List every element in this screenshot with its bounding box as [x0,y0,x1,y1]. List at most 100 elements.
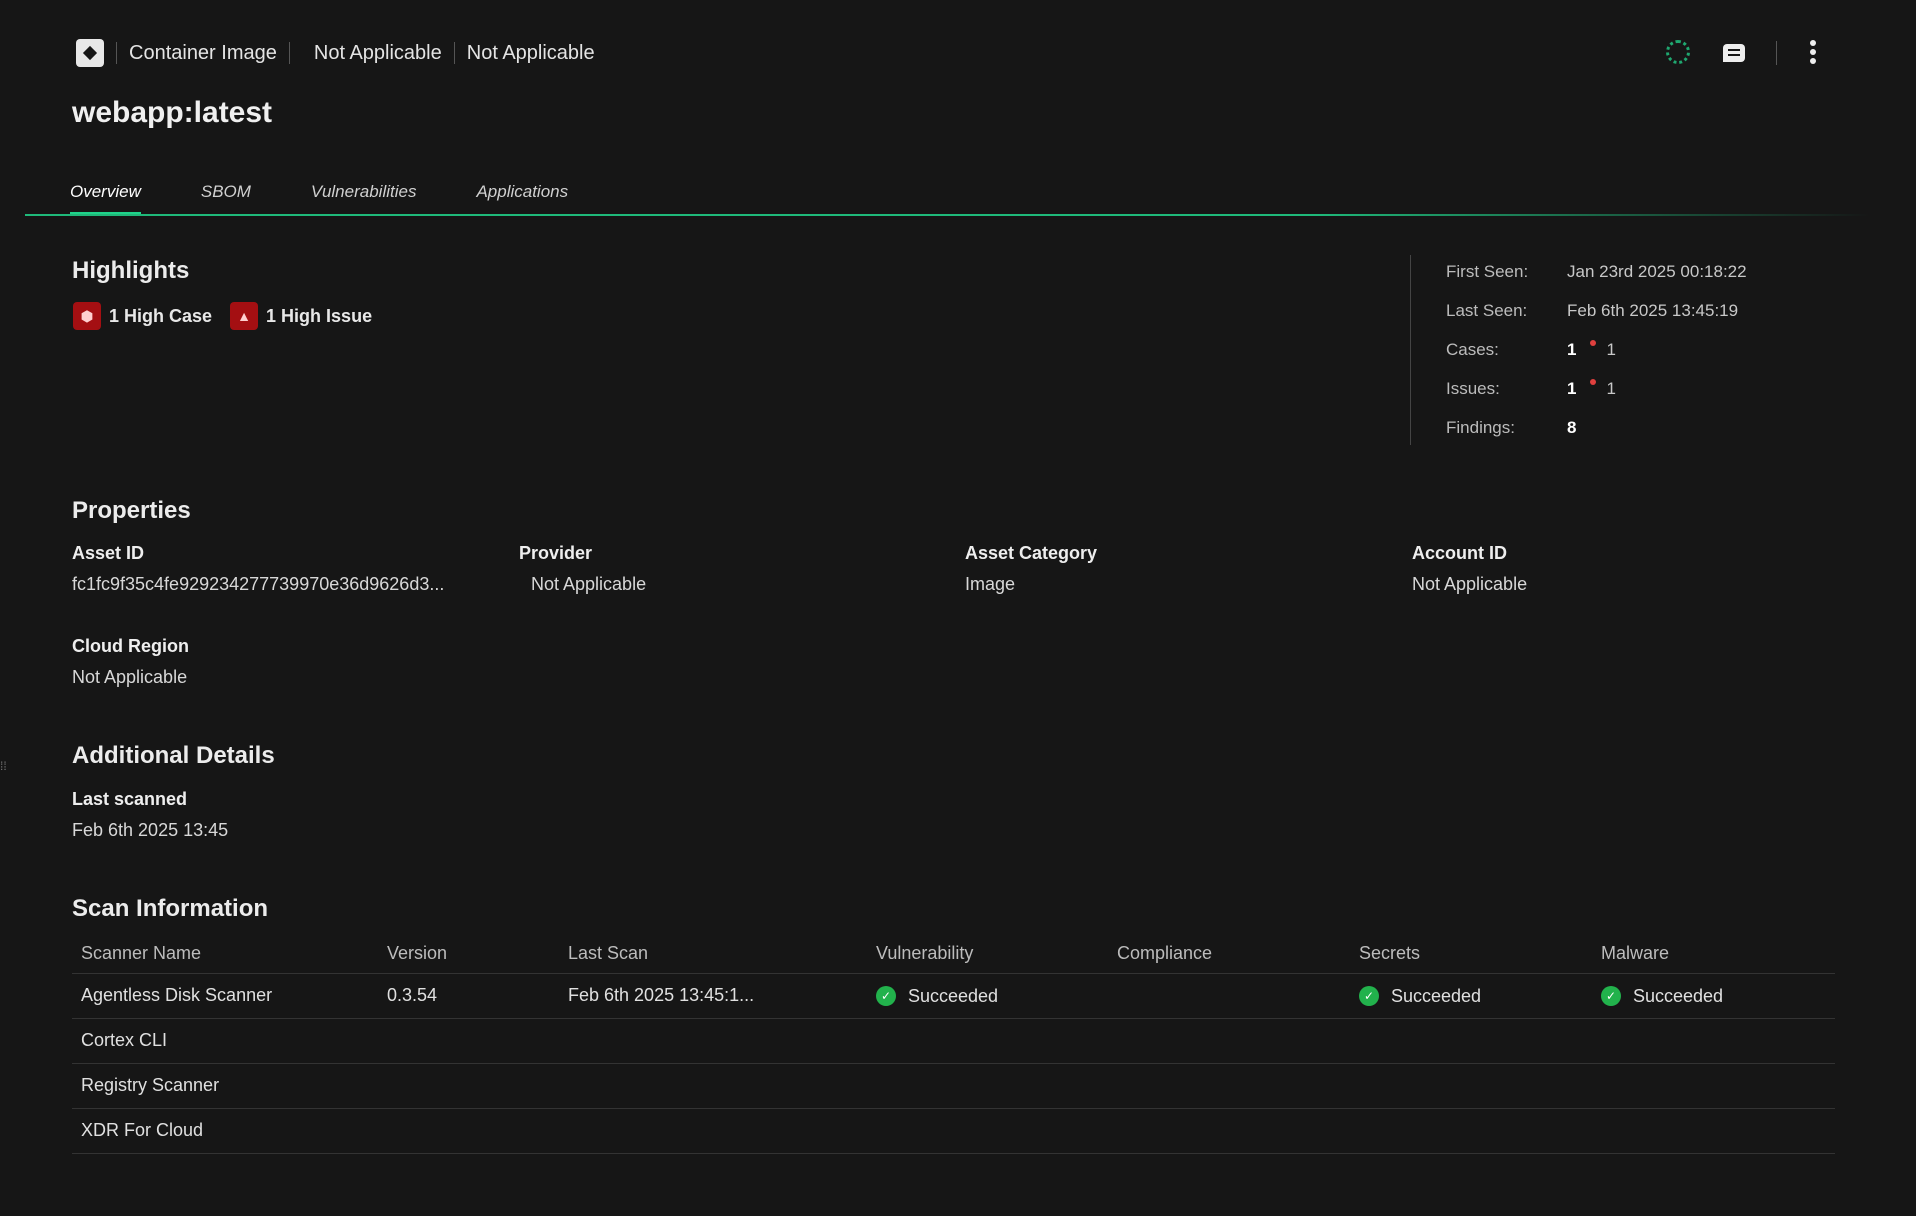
check-circle-icon: ✓ [1601,986,1621,1007]
tab-vulnerabilities[interactable]: Vulnerabilities [310,182,417,201]
table-cell [1592,1108,1835,1154]
value: Feb 6th 2025 13:45:19 [1567,301,1739,320]
page-title: webapp:latest [72,96,273,129]
chat-icon[interactable] [1723,44,1745,62]
breadcrumb: Container Image Not Applicable Not Appli… [76,38,595,68]
table-row[interactable]: XDR For Cloud [72,1108,1835,1154]
property-asset-category: Asset Category Image [965,543,1097,595]
table-cell: Cortex CLI [72,1018,378,1064]
first-seen-row: First Seen: Jan 23rd 2025 00:18:22 [1446,262,1747,282]
label: Account ID [1412,543,1508,563]
value: Not Applicable [1412,574,1528,594]
status-success: ✓ Succeeded [1359,986,1481,1007]
cases-high[interactable]: 1 [1606,340,1616,359]
divider [453,42,455,64]
properties-heading: Properties [72,497,191,524]
table-row[interactable]: Agentless Disk Scanner 0.3.54 Feb 6th 2025… [72,973,1835,1019]
status-success: ✓ Succeeded [876,986,998,1007]
property-provider: Provider Not Applicable [519,543,646,595]
status-success: ✓ Succeeded [1601,986,1723,1007]
label: Last scanned [72,789,188,809]
findings-count[interactable]: 8 [1567,418,1577,437]
table-cell: Agentless Disk Scanner [72,973,378,1019]
scan-information-heading: Scan Information [72,895,269,922]
table-cell [1350,1108,1592,1154]
table-cell: ✓ Succeeded [1350,973,1592,1019]
warning-icon: ▲ [230,302,259,330]
high-issue-badge[interactable]: ▲ 1 High Issue [230,302,372,330]
table-cell [559,1018,867,1064]
table-cell: XDR For Cloud [72,1108,378,1154]
table-cell [559,1063,867,1109]
last-seen-row: Last Seen: Feb 6th 2025 13:45:19 [1446,301,1738,321]
table-cell [1108,1018,1350,1064]
high-severity-dot [1590,379,1597,385]
status-spinner-icon[interactable] [1666,40,1690,64]
table-cell: ✓ Succeeded [1592,973,1835,1019]
divider [1776,41,1777,65]
tab-applications[interactable]: Applications [476,182,569,201]
column-header[interactable]: Vulnerability [867,935,1108,974]
table-cell [1108,1063,1350,1109]
column-header[interactable]: Last Scan [559,935,867,974]
label: Cases: [1446,340,1499,359]
table-cell [1108,973,1350,1019]
highlights-heading: Highlights [72,257,190,284]
findings-row: Findings: 8 [1446,418,1576,438]
value: fc1fc9f35c4fe929234277739970e36d9626d3..… [72,574,445,594]
label: First Seen: [1446,262,1529,281]
label: Last Seen: [1446,301,1528,320]
drag-handle-icon[interactable]: ⁞⁞ [0,759,7,773]
tab-overview[interactable]: Overview [70,182,141,216]
additional-details-heading: Additional Details [72,742,275,769]
column-header[interactable]: Version [378,935,559,974]
table-cell [1108,1108,1350,1154]
table-cell [1592,1063,1835,1109]
high-severity-dot [1590,340,1597,346]
divider [288,42,290,64]
scan-table: Scanner Name Version Last Scan Vulnerabilit… [72,935,1835,1154]
table-cell [378,1018,559,1064]
label: Cloud Region [72,636,189,656]
badge-label: 1 High Issue [266,305,373,326]
issues-high[interactable]: 1 [1606,379,1616,398]
column-header[interactable]: Malware [1592,935,1835,974]
status-label: Succeeded [908,985,999,1006]
more-options-icon[interactable] [1810,40,1816,64]
table-cell [1350,1063,1592,1109]
divider [1410,255,1411,445]
high-case-badge[interactable]: ⬢ 1 High Case [73,302,212,330]
tab-bar: Overview SBOM Vulnerabilities Applicatio… [70,182,569,216]
value: Not Applicable [531,574,647,594]
tab-sbom[interactable]: SBOM [200,182,251,201]
issues-row: Issues: 1 1 [1446,379,1616,399]
divider [116,42,117,64]
cases-row: Cases: 1 1 [1446,340,1616,360]
property-cloud-region: Cloud Region Not Applicable [72,636,189,688]
breadcrumb-item: Not Applicable [466,41,595,64]
shield-icon: ⬢ [73,302,101,330]
column-header[interactable]: Secrets [1350,935,1592,974]
table-cell [867,1108,1108,1154]
table-cell: Registry Scanner [72,1063,378,1109]
table-cell: Feb 6th 2025 13:45:1... [559,973,867,1019]
value: Not Applicable [72,667,188,687]
container-image-icon [76,39,104,67]
status-label: Succeeded [1633,985,1724,1006]
table-row[interactable]: Registry Scanner [72,1063,1835,1109]
label: Asset ID [72,543,145,563]
table-cell [559,1108,867,1154]
label: Findings: [1446,418,1515,437]
table-row[interactable]: Cortex CLI [72,1018,1835,1064]
cases-total[interactable]: 1 [1567,340,1577,359]
column-header[interactable]: Compliance [1108,935,1350,974]
status-label: Succeeded [1391,985,1482,1006]
badge-label: 1 High Case [109,305,213,326]
column-header[interactable]: Scanner Name [72,935,378,974]
tab-underline [25,214,1870,216]
issues-total[interactable]: 1 [1567,379,1577,398]
label: Provider [519,543,593,563]
last-scanned: Last scanned Feb 6th 2025 13:45 [72,789,228,841]
check-circle-icon: ✓ [1359,986,1379,1007]
label: Issues: [1446,379,1500,398]
